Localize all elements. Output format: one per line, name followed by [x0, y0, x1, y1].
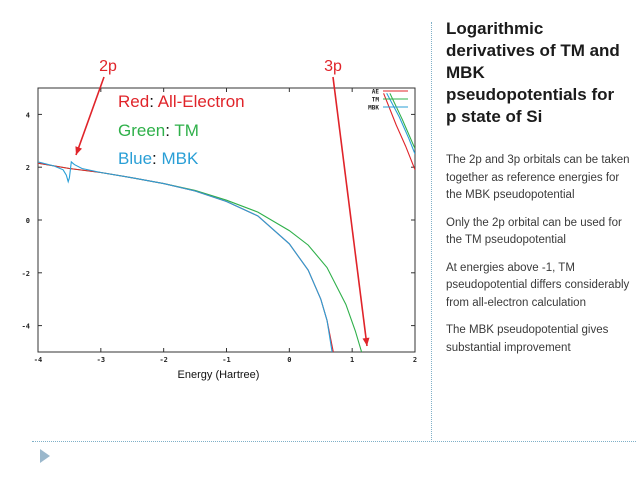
legend-entry-tm: TM [372, 97, 380, 104]
slide-title: Logarithmic derivatives of TM and MBK ps… [446, 19, 620, 126]
series-line-tm [38, 162, 363, 352]
x-tick-label: 2 [413, 356, 417, 364]
x-tick-label: -3 [97, 356, 105, 364]
x-axis-label: Energy (Hartree) [178, 369, 260, 381]
legend-entry-ae: AE [372, 89, 380, 96]
log-derivative-chart: -4 -3 -2 -1 0 1 2 4 2 0 -2 -4 Energy (Hartree) AETMMB… [22, 58, 418, 381]
legend-text-red: Red: All-Electron [118, 92, 245, 111]
plot-frame [37, 87, 416, 353]
x-tick-label: -1 [222, 356, 230, 364]
series-line-mbk [386, 93, 415, 155]
y-tick-label: -2 [22, 270, 30, 278]
annotation-2p: 2p [99, 58, 117, 75]
annotation-arrow-2p [75, 76, 105, 156]
annotation-arrow-3p [332, 76, 368, 347]
bullet-item: Only the 2p orbital can be used for the … [446, 216, 622, 247]
legend-text-blue: Blue: MBK [118, 149, 199, 168]
legend-text-green: Green: TM [118, 121, 199, 140]
series-line-ae [383, 93, 415, 171]
y-tick-label: 0 [26, 217, 30, 225]
annotation-arrow-2p-head [75, 146, 82, 155]
y-tick-label: -4 [22, 323, 30, 331]
next-slide-arrow-icon[interactable] [40, 449, 50, 463]
annotation-3p: 3p [324, 58, 342, 75]
horizontal-separator [32, 441, 636, 442]
x-tick-label: 1 [350, 356, 354, 364]
bullet-item: The MBK pseudopotential gives substantia… [446, 324, 609, 354]
series-line-tm [389, 93, 415, 149]
vertical-separator [431, 22, 432, 442]
x-tick-label: -4 [34, 356, 42, 364]
x-tick-label: 0 [287, 356, 291, 364]
annotation-arrow-3p-head [362, 337, 370, 346]
series-line-mbk [38, 160, 333, 352]
bullet-list: The 2p and 3p orbitals can be taken toge… [446, 152, 636, 367]
y-tick-label: 4 [26, 111, 30, 119]
series-line-ae [38, 162, 334, 352]
bullet-item: The 2p and 3p orbitals can be taken toge… [446, 154, 630, 201]
y-tick-label: 2 [26, 164, 30, 172]
legend-entry-mbk: MBK [368, 105, 379, 112]
bullet-item: At energies above -1, TM pseudopotential… [446, 261, 630, 309]
x-tick-label: -2 [159, 356, 167, 364]
